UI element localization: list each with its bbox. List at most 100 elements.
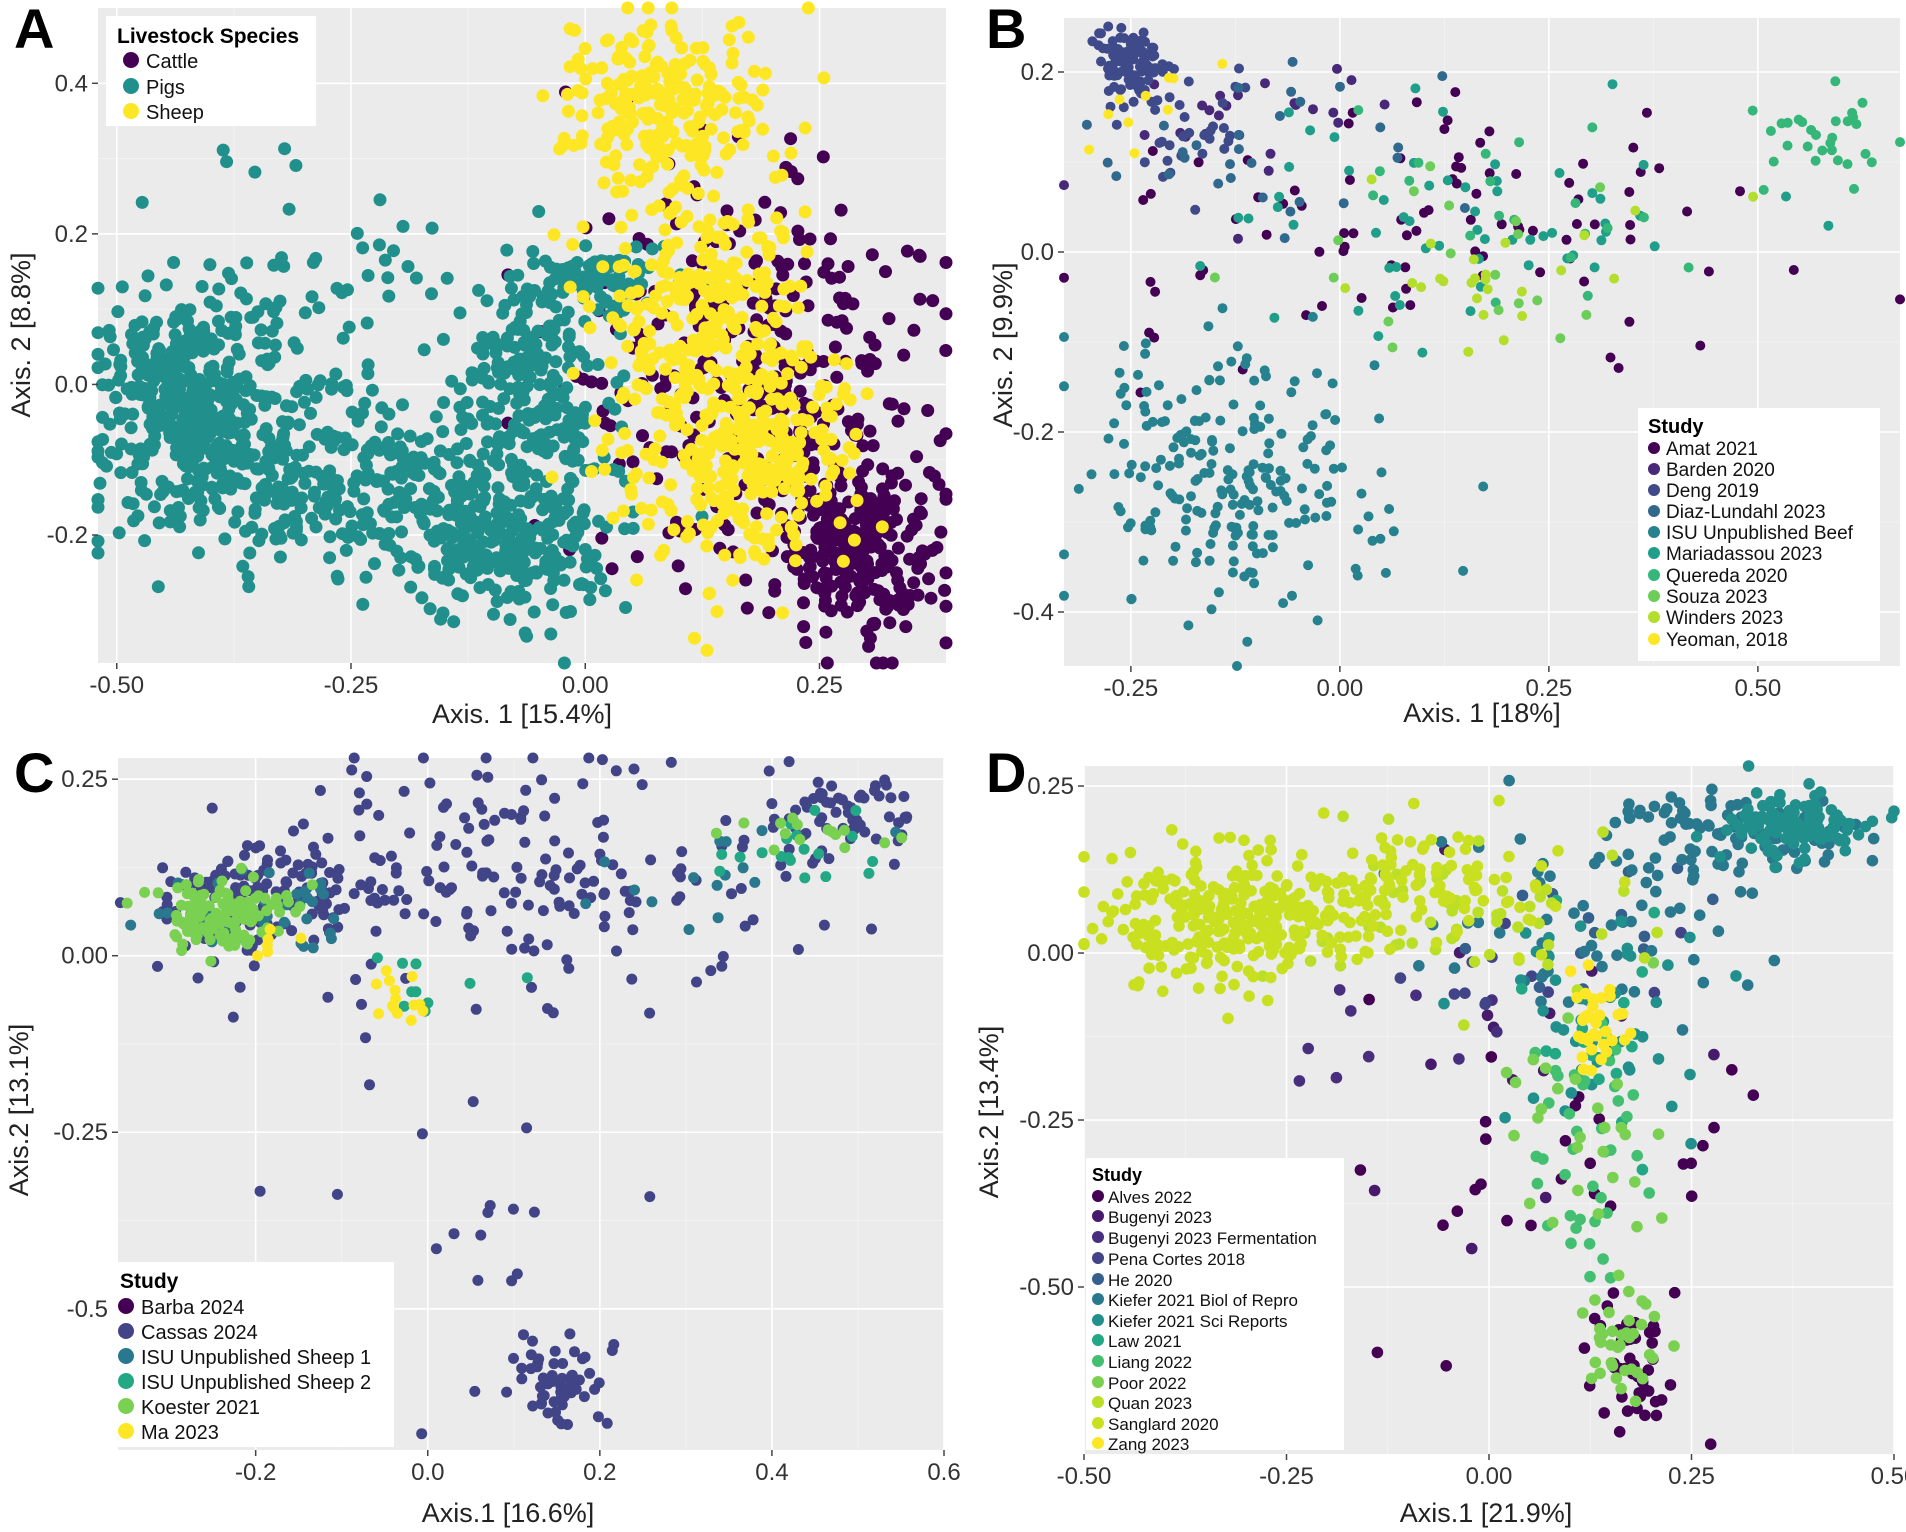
point-deng-2019 [1174,100,1185,110]
point-isu-unpublished-beef [1217,303,1228,314]
point-sheep [783,279,797,293]
point-sheep [679,456,693,470]
legend-b-swatch-6 [1648,569,1660,581]
point-amat-2021 [1314,246,1325,257]
point-pigs [557,573,571,587]
point-isu-unpublished-beef [1310,512,1321,523]
point-pigs [480,417,494,431]
point-cattle [824,604,838,618]
point-sheep [766,149,780,163]
point-cassas-2024 [511,1268,523,1280]
point-pigs [109,391,123,405]
point-cassas-2024 [467,1096,479,1108]
point-isu-unpublished-beef [1352,570,1363,581]
point-pigs [347,484,361,498]
x-tick-label: 0.6 [927,1459,960,1486]
point-deng-2019 [1164,92,1175,103]
point-isu-unpublished-beef [1228,522,1239,533]
legend-c-label-4: Koester 2021 [141,1397,260,1419]
point-cassas-2024 [859,826,871,838]
point-alves-2022 [1525,1219,1537,1232]
point-kiefer-2021-sci-reports [1621,948,1634,960]
point-pigs [126,497,140,511]
point-cassas-2024 [541,939,553,951]
point-souza-2023 [1581,309,1592,320]
point-pigs [112,526,126,540]
point-pigs [579,239,593,253]
point-cassas-2024 [528,945,540,957]
panel-b-legend-title: Study [1648,416,1704,438]
point-isu-unpublished-beef [1186,491,1196,502]
point-pigs [447,615,461,629]
point-liang-2022 [1549,1064,1562,1077]
point-pigs [279,399,293,413]
point-mariadassou-2023 [1398,212,1409,223]
point-cassas-2024 [898,791,910,802]
point-isu-unpublished-beef [1204,555,1215,566]
point-quereda-2020 [1782,117,1793,128]
point-pigs [361,269,375,282]
point-sheep [595,443,609,457]
point-isu-unpublished-sheep-2 [714,865,726,877]
point-isu-unpublished-beef [1165,488,1176,499]
point-sheep [700,643,714,657]
point-sheep [727,500,741,514]
point-pigs [345,438,359,452]
point-sheep [600,34,613,48]
point-pigs [536,503,550,517]
point-yeoman-2018 [1103,109,1114,120]
point-isu-unpublished-beef [1190,435,1201,446]
point-pigs [520,629,534,643]
point-cassas-2024 [879,774,891,786]
point-sheep [705,435,719,448]
point-sheep [796,456,810,470]
point-pigs [147,438,161,452]
point-cassas-2024 [275,845,286,857]
point-mariadassou-2023 [1638,159,1649,170]
point-pigs [276,452,290,466]
point-barden-2020 [1260,78,1270,89]
point-sheep [701,481,715,495]
point-poor-2022 [1652,1128,1665,1140]
point-cattle [939,566,953,580]
point-pigs [173,520,187,534]
point-pigs [442,448,456,461]
point-diaz-lundahl-2023 [1285,206,1296,217]
point-sheep [789,538,803,552]
point-amat-2021 [1484,126,1495,137]
point-pigs [481,435,494,449]
point-deng-2019 [1116,22,1127,33]
panel-d: D -0.50-0.250.000.250.50 -0.50-0.250.000… [974,741,1906,1528]
point-koester-2021 [242,896,254,908]
point-isu-unpublished-beef [1234,509,1245,520]
point-diaz-lundahl-2023 [1392,152,1403,163]
point-yeoman-2018 [1114,94,1125,105]
point-sheep [734,78,748,92]
point-sheep [765,449,779,463]
point-pigs [329,512,343,526]
point-cassas-2024 [461,846,473,858]
point-poor-2022 [1574,1131,1586,1144]
point-sheep [774,376,788,390]
point-pigs [567,345,581,359]
point-pigs [152,516,166,530]
point-pigs [373,193,387,207]
point-cassas-2024 [601,1417,613,1429]
point-poor-2022 [1571,1141,1584,1154]
point-pigs [170,422,184,436]
point-cattle [876,462,890,476]
point-pigs [237,429,251,442]
point-isu-unpublished-sheep-2 [863,867,875,879]
point-cassas-2024 [324,867,336,878]
point-cattle [879,265,892,279]
point-cattle [878,504,891,518]
point-sheep [617,258,631,272]
point-cattle [897,348,911,362]
point-liang-2022 [1627,1089,1640,1101]
point-pigs [460,533,474,547]
point-isu-unpublished-beef [1208,445,1219,456]
point-kiefer-2021-sci-reports [1769,861,1781,874]
point-sheep [606,511,620,525]
point-kiefer-2021-biol-of-repro [1733,866,1745,878]
point-cassas-2024 [596,754,608,766]
